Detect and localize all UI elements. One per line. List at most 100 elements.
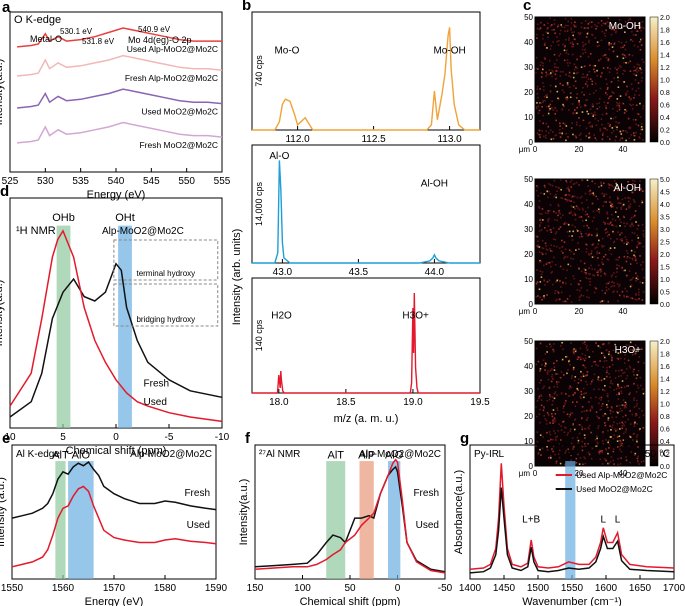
heatmap-cell [623,44,626,47]
heatmap-cell [606,366,608,369]
heatmap-cell [606,231,609,233]
heatmap-cell [570,186,573,188]
heatmap-cell [537,295,539,297]
heatmap-cell [616,196,619,198]
heatmap-cell [597,208,600,211]
heatmap-cell [538,225,541,227]
heatmap-cell [615,30,617,33]
heatmap-cell [593,71,596,73]
heatmap-cell [592,192,595,194]
colorbar [649,178,659,305]
heatmap-cell [589,409,592,412]
heatmap-cell [603,245,605,247]
heatmap-cell [561,239,563,242]
heatmap-cell [608,201,611,203]
heatmap-cell [586,179,589,181]
heatmap-cell [601,463,604,465]
heatmap-cell [567,431,569,434]
series-line [469,463,675,571]
heatmap-cell [637,293,640,296]
heatmap-frame [534,178,646,305]
heatmap-cell [540,273,543,276]
heatmap-cell [612,107,614,110]
heatmap-cell [633,66,636,68]
heatmap-cell [611,363,614,366]
heatmap-cell [573,201,575,203]
heatmap-cell [606,86,609,89]
heatmap-cell [536,440,539,443]
heatmap-cell [611,127,614,129]
heatmap-cell [607,59,610,62]
heatmap-cell [561,197,564,200]
y-tick-label: 20 [524,88,533,97]
heatmap-cell [598,210,601,213]
heatmap-cell [635,34,637,36]
heatmap-cell [628,205,630,207]
series-line [9,262,223,418]
series-label: Fresh [184,488,210,499]
heatmap-cell [551,415,554,418]
heatmap-cell [616,128,618,131]
heatmap-cell [641,410,643,412]
heatmap-cell [575,72,578,75]
heatmap-cell [607,122,610,125]
y-tick-label: 20 [524,250,533,259]
heatmap-cell [625,61,627,64]
heatmap-cell [614,211,617,213]
heatmap-cell [576,106,578,109]
heatmap-cell [631,54,634,57]
heatmap-cell [633,397,635,400]
heatmap-cell [630,97,632,100]
heatmap-cell [571,235,573,237]
heatmap-cell [557,214,559,217]
x-tick-label: 530 [37,176,54,187]
heatmap-cell [625,377,628,380]
heatmap-cell [574,207,576,210]
heatmap-cell [618,102,621,104]
heatmap-cell [638,94,640,96]
heatmap-cell [558,449,561,452]
heatmap-cell [536,415,538,418]
heatmap-cell [537,240,539,243]
heatmap-cell [631,297,634,300]
heatmap-cell [553,430,555,432]
heatmap-cell [642,388,644,390]
heatmap-cell [549,395,551,398]
heatmap-cell [621,439,624,441]
heatmap-cell [601,113,604,116]
heatmap-cell [562,70,564,73]
heatmap-cell [633,425,636,428]
heatmap-cell [642,362,645,364]
heatmap-cell [594,117,597,120]
heatmap-cell [554,263,557,266]
heatmap-cell [599,271,602,273]
heatmap-cell [585,99,587,102]
heatmap-cell [562,411,565,413]
heatmap-cell [630,349,632,351]
heatmap-cell [553,366,556,368]
heatmap-cell [537,105,540,108]
heatmap-cell [593,216,595,219]
band-label: AlT [328,449,345,461]
heatmap-cell [596,437,598,440]
heatmap-cell [633,96,635,99]
heatmap-cell [557,186,560,189]
heatmap-cell [572,448,574,450]
heatmap-cell [572,252,575,255]
heatmap-cell [549,457,552,459]
heatmap-cell [550,369,553,371]
colorbar-tick-label: 1.8 [660,352,670,359]
heatmap-cell [602,55,605,57]
heatmap-cell [616,238,618,240]
heatmap-cell [548,343,551,345]
heatmap-cell [595,28,597,30]
heatmap-cell [580,260,582,262]
heatmap-cell [630,451,633,453]
heatmap-cell [587,122,590,124]
heatmap-cell [574,38,576,41]
heatmap-cell [620,133,623,135]
heatmap-cell [624,402,627,405]
heatmap-cell [588,400,590,403]
heatmap-cell [537,194,540,197]
